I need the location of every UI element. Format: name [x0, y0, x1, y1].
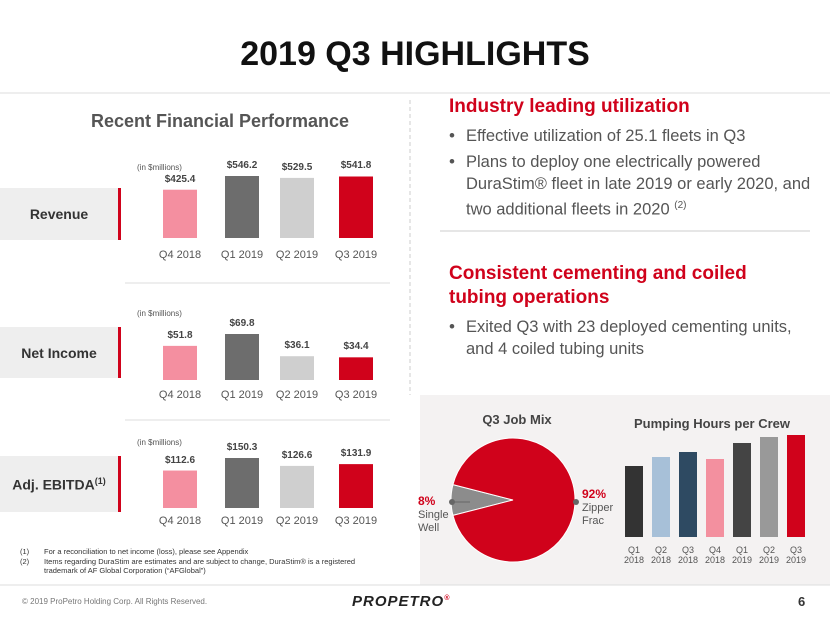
bar — [163, 189, 197, 238]
chart-subtitle: (in $millions) — [137, 163, 182, 172]
footnote-marker: (1) — [20, 547, 30, 556]
bullet: Plans to deploy one electrically powered… — [466, 151, 811, 221]
bar — [339, 357, 373, 380]
bullet-dot: • — [449, 317, 455, 336]
bar — [652, 457, 670, 537]
slide-title: 2019 Q3 HIGHLIGHTS — [240, 35, 590, 73]
value-label: $546.2 — [226, 160, 258, 171]
category-label: Q1 2019 — [731, 545, 753, 565]
category-label: Q3 2019 — [334, 389, 378, 401]
category-label: Q2 2019 — [758, 545, 780, 565]
bar — [625, 466, 643, 537]
row-label-title: Net Income — [21, 344, 97, 361]
bar — [280, 465, 314, 508]
bar — [706, 459, 724, 537]
category-label: Q2 2019 — [275, 515, 319, 527]
value-label: $112.6 — [164, 454, 196, 466]
pie-category-label: Single Well — [418, 509, 449, 534]
category-label: Q1 2019 — [220, 515, 264, 527]
footnote: For a reconciliation to net income (loss… — [44, 547, 249, 556]
row-label-text: Revenue — [30, 206, 88, 222]
chart-title: Pumping Hours per Crew — [633, 416, 791, 431]
page-number: 6 — [798, 594, 806, 609]
value-label: $425.4 — [164, 173, 196, 185]
category-label: Q3 2019 — [785, 545, 807, 565]
category-label: Q4 2018 — [158, 249, 202, 261]
bar — [339, 176, 373, 238]
footnote: Items regarding DuraStim are estimates a… — [44, 557, 356, 575]
value-label: $131.9 — [340, 448, 372, 460]
bullet: Effective utilization of 25.1 fleets in … — [466, 125, 811, 147]
category-label: Q4 2018 — [704, 545, 726, 565]
bullet-text: Plans to deploy one electrically powered… — [466, 153, 811, 219]
value-label: $150.3 — [226, 442, 258, 453]
pie-value-label: 92% — [582, 487, 607, 501]
bullet-text: Exited Q3 with 23 deployed cementing uni… — [466, 318, 792, 358]
category-label: Q1 2018 — [623, 545, 645, 565]
section-heading: Consistent cementing and coiled tubing o… — [449, 263, 747, 308]
pie-category-label: Zipper Frac — [582, 502, 614, 527]
row-label-title: Adj. EBITDA — [12, 476, 95, 493]
row-label-note: (1) — [94, 475, 106, 486]
row-label: Net Income — [0, 327, 121, 378]
copyright: © 2019 ProPetro Holding Corp. All Rights… — [22, 597, 208, 606]
bar — [280, 177, 314, 238]
bullet-dot: • — [449, 152, 455, 171]
logo: PROPETRO® — [352, 593, 450, 610]
bullet-dot: • — [449, 126, 455, 145]
pie-value-label: 8% — [418, 494, 436, 508]
category-label: Q2 2018 — [650, 545, 672, 565]
chart-title: Q3 Job Mix — [482, 412, 552, 427]
value-label: $36.1 — [284, 340, 310, 352]
category-label: Q2 2019 — [275, 389, 319, 401]
row-label: Revenue — [0, 188, 121, 240]
bar — [280, 356, 314, 380]
bar — [225, 334, 259, 380]
bar — [339, 464, 373, 508]
bar — [787, 435, 805, 537]
value-label: $529.5 — [281, 161, 313, 173]
category-label: Q1 2019 — [220, 389, 264, 401]
logo-text: PROPETRO — [352, 593, 445, 610]
leader-dot — [573, 499, 579, 505]
bar — [163, 345, 197, 380]
section-heading: Industry leading utilization — [449, 96, 690, 117]
value-label: $34.4 — [343, 341, 369, 353]
bar — [225, 458, 259, 508]
value-label: $51.8 — [167, 329, 193, 341]
row-label-text: Adj. EBITDA(1) — [12, 476, 105, 493]
logo-mark: ® — [444, 595, 451, 602]
category-label: Q3 2019 — [334, 515, 378, 527]
footnote-marker: (2) — [20, 557, 30, 566]
category-label: Q3 2018 — [677, 545, 699, 565]
category-label: Q4 2018 — [158, 515, 202, 527]
chart-subtitle: (in $millions) — [137, 309, 182, 318]
bar — [225, 176, 259, 238]
bar — [679, 452, 697, 537]
bullet-note: (2) — [674, 200, 687, 211]
category-label: Q2 2019 — [275, 249, 319, 261]
value-label: $541.8 — [340, 160, 372, 172]
left-heading: Recent Financial Performance — [90, 111, 350, 131]
category-label: Q1 2019 — [220, 249, 264, 261]
row-label-title: Revenue — [29, 206, 89, 222]
row-label: Adj. EBITDA(1) — [0, 456, 121, 512]
category-label: Q4 2018 — [158, 389, 202, 401]
bullet: Exited Q3 with 23 deployed cementing uni… — [466, 316, 811, 360]
bar — [733, 443, 751, 537]
leader-dot — [449, 499, 455, 505]
bullet-text: Effective utilization of 25.1 fleets in … — [466, 127, 746, 145]
chart-subtitle: (in $millions) — [137, 438, 182, 447]
row-label-text: Net Income — [21, 345, 96, 361]
value-label: $69.8 — [229, 318, 255, 329]
bar — [760, 437, 778, 537]
value-label: $126.6 — [281, 449, 313, 461]
bar — [163, 470, 197, 508]
category-label: Q3 2019 — [334, 249, 378, 261]
